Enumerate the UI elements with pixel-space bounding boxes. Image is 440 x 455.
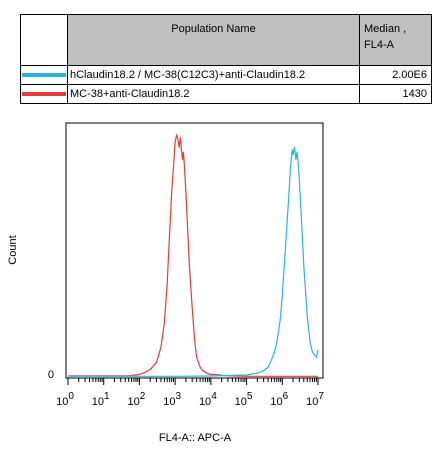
median-header-line1: Median , (364, 23, 407, 35)
median-header: Median , FL4-A (359, 14, 432, 66)
x-tick-label: 104 (199, 391, 217, 408)
x-tick-label: 105 (235, 391, 253, 408)
x-tick-label: 101 (92, 391, 110, 408)
series-layer (68, 134, 319, 377)
median-header-line2: FL4-A (364, 39, 394, 51)
x-tick-label: 107 (306, 391, 324, 408)
x-tick-label: 100 (56, 391, 74, 408)
y-axis-label: Count (7, 235, 19, 264)
legend-median-value: 1430 (359, 84, 432, 104)
legend-swatch-blue (22, 73, 66, 77)
tick-layer: 100 101 102 103 104 105 106 107 (56, 378, 324, 408)
y-tick-label-0: 0 (48, 369, 54, 381)
legend-table: Population Name Median , FL4-A hClaudin18… (20, 14, 432, 104)
x-tick-label: 102 (128, 391, 146, 408)
plot-frame (65, 122, 324, 379)
x-tick-label: 106 (270, 391, 288, 408)
series-line-1 (68, 146, 319, 377)
legend-swatch-red (22, 92, 66, 96)
x-tick-label: 103 (163, 391, 181, 408)
legend-blank-header (20, 14, 68, 66)
legend-population-name: hClaudin18.2 / MC-38(C12C3)+anti-Claudin… (67, 65, 360, 85)
legend-swatch-cell (20, 84, 68, 104)
series-line-0 (68, 134, 318, 377)
legend-row: MC-38+anti-Claudin18.2 1430 (20, 84, 432, 104)
x-axis-label: FL4-A:: APC-A (159, 432, 232, 444)
legend-row: hClaudin18.2 / MC-38(C12C3)+anti-Claudin… (20, 65, 432, 85)
legend-population-name: MC-38+anti-Claudin18.2 (67, 84, 360, 104)
population-name-header: Population Name (67, 14, 360, 66)
